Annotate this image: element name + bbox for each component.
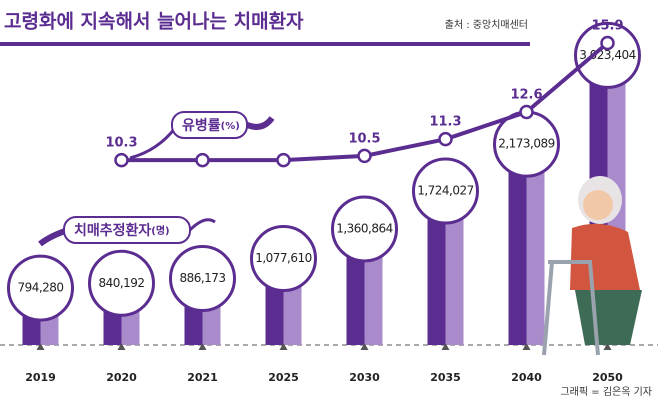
data-label: 886,173 xyxy=(179,271,225,285)
tick-marker xyxy=(522,343,531,350)
data-label: 794,280 xyxy=(17,281,63,295)
label-circle xyxy=(250,225,317,293)
illustration xyxy=(542,176,642,356)
data-label: 1,360,864 xyxy=(336,221,393,235)
x-tick-label: 2040 xyxy=(511,371,542,384)
tick-marker xyxy=(360,343,369,350)
line-point xyxy=(114,152,129,168)
legend-unit: (명) xyxy=(151,224,169,237)
tick-marker xyxy=(198,343,207,350)
data-label: 840,192 xyxy=(98,276,144,290)
tick-marker xyxy=(36,343,45,350)
tick-marker xyxy=(603,343,612,350)
legend-name: 유병률 xyxy=(182,117,221,134)
x-tick-label: 2050 xyxy=(592,371,623,384)
line-point xyxy=(276,152,291,168)
line-label: 15.9 xyxy=(591,19,623,34)
label-circle xyxy=(169,245,236,313)
label-circle xyxy=(574,21,641,89)
label-circle xyxy=(331,195,398,263)
data-label: 3,023,404 xyxy=(579,48,636,62)
line-point xyxy=(357,148,372,164)
data-label: 1,724,027 xyxy=(417,184,474,198)
line-label: 12.6 xyxy=(510,88,542,103)
label-circle xyxy=(412,157,479,225)
source: 출처 : 중앙치매센터 xyxy=(445,19,528,31)
x-tick-label: 2021 xyxy=(187,371,218,384)
label-circle xyxy=(7,254,74,322)
x-tick-label: 2019 xyxy=(25,371,56,384)
label-swoosh xyxy=(188,218,216,232)
label-box xyxy=(63,216,191,244)
line-point xyxy=(519,104,534,120)
tick-marker xyxy=(117,343,126,350)
bar-legend: 치매추정환자(명) xyxy=(74,222,170,239)
data-label: 1,077,610 xyxy=(255,251,312,265)
line-point xyxy=(438,131,453,147)
label-box xyxy=(171,111,248,139)
line-legend: 유병률(%) xyxy=(182,117,240,134)
chart-title: 고령화에 지속해서 늘어나는 치매환자 xyxy=(4,11,304,33)
credit: 그래픽 = 김은옥 기자 xyxy=(560,386,652,398)
data-label: 2,173,089 xyxy=(498,137,555,151)
legend-name: 치매추정환자 xyxy=(74,222,151,239)
x-tick-label: 2020 xyxy=(106,371,137,384)
line-label: 10.3 xyxy=(105,136,137,151)
tick-marker xyxy=(441,343,450,350)
line-point xyxy=(195,152,210,168)
x-tick-label: 2025 xyxy=(268,371,299,384)
line-label: 11.3 xyxy=(429,115,461,130)
line-label: 10.5 xyxy=(348,131,380,146)
line-point xyxy=(600,35,615,51)
x-tick-label: 2030 xyxy=(349,371,380,384)
legend-unit: (%) xyxy=(221,121,240,132)
label-circle xyxy=(88,249,155,317)
x-tick-label: 2035 xyxy=(430,371,461,384)
tick-marker xyxy=(279,343,288,350)
